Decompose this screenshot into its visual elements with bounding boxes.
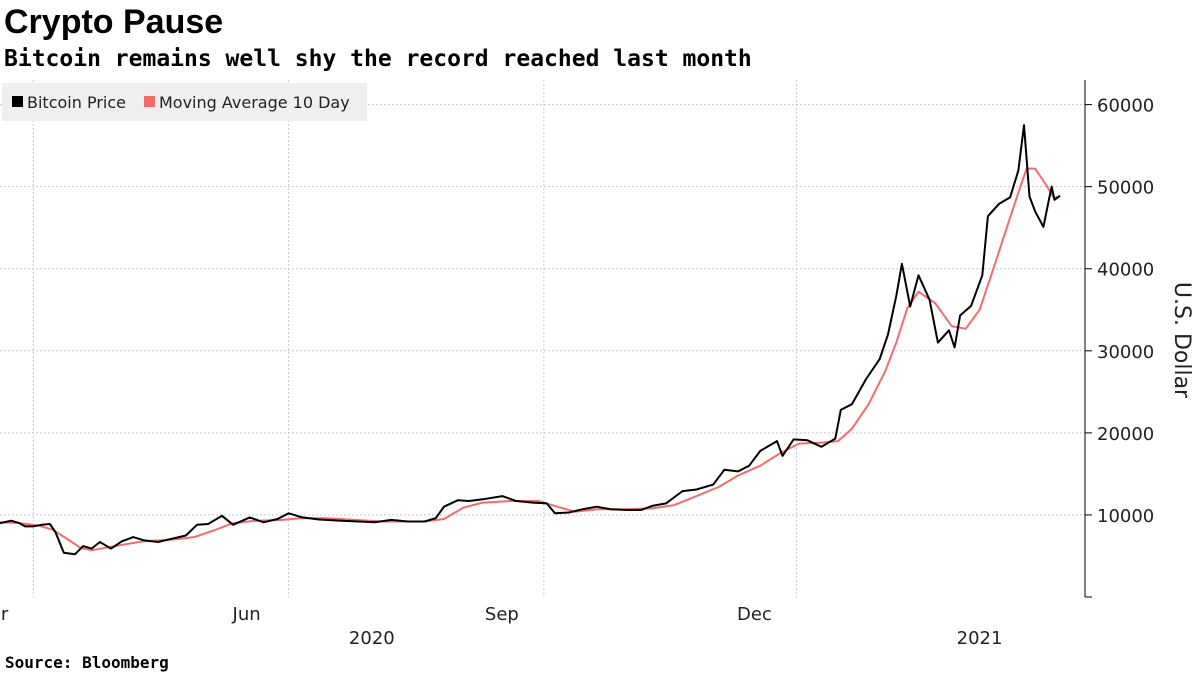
- x-tick-label: Sep: [485, 604, 519, 625]
- x-axis-labels: Mar Jun Sep Dec 2020 2021: [0, 604, 1002, 649]
- y-tick-label: 20000: [1097, 424, 1154, 445]
- grid-lines: [0, 80, 1085, 597]
- x-year-label: 2020: [349, 628, 395, 649]
- x-year-label: 2021: [957, 628, 1003, 649]
- chart-title: Crypto Pause: [4, 3, 224, 41]
- legend-swatch: [143, 96, 155, 107]
- y-tick-label: 60000: [1097, 96, 1154, 117]
- moving-average-10-day-line: [0, 167, 1058, 552]
- x-tick-label: Mar: [0, 604, 9, 625]
- bitcoin-price-line: [0, 124, 1061, 556]
- series-lines: [0, 124, 1061, 556]
- y-tick-label: 40000: [1097, 260, 1154, 281]
- y-tick-label: 50000: [1097, 178, 1154, 199]
- y-axis: 10000 20000 30000 40000 50000 60000: [1084, 80, 1154, 598]
- chart-subtitle: Bitcoin remains well shy the record reac…: [4, 46, 752, 72]
- y-tick-label: 30000: [1097, 342, 1154, 363]
- legend: Bitcoin Price Moving Average 10 Day: [2, 83, 367, 121]
- legend-label: Moving Average 10 Day: [159, 93, 350, 112]
- legend-label: Bitcoin Price: [27, 93, 126, 112]
- x-tick-label: Jun: [232, 604, 261, 625]
- y-tick-label: 10000: [1097, 506, 1154, 527]
- y-axis-label: U.S. Dollar: [1169, 282, 1194, 399]
- source-note: Source: Bloomberg: [5, 653, 169, 672]
- legend-swatch: [12, 96, 23, 107]
- x-tick-label: Dec: [737, 604, 772, 625]
- legend-box: [2, 83, 367, 121]
